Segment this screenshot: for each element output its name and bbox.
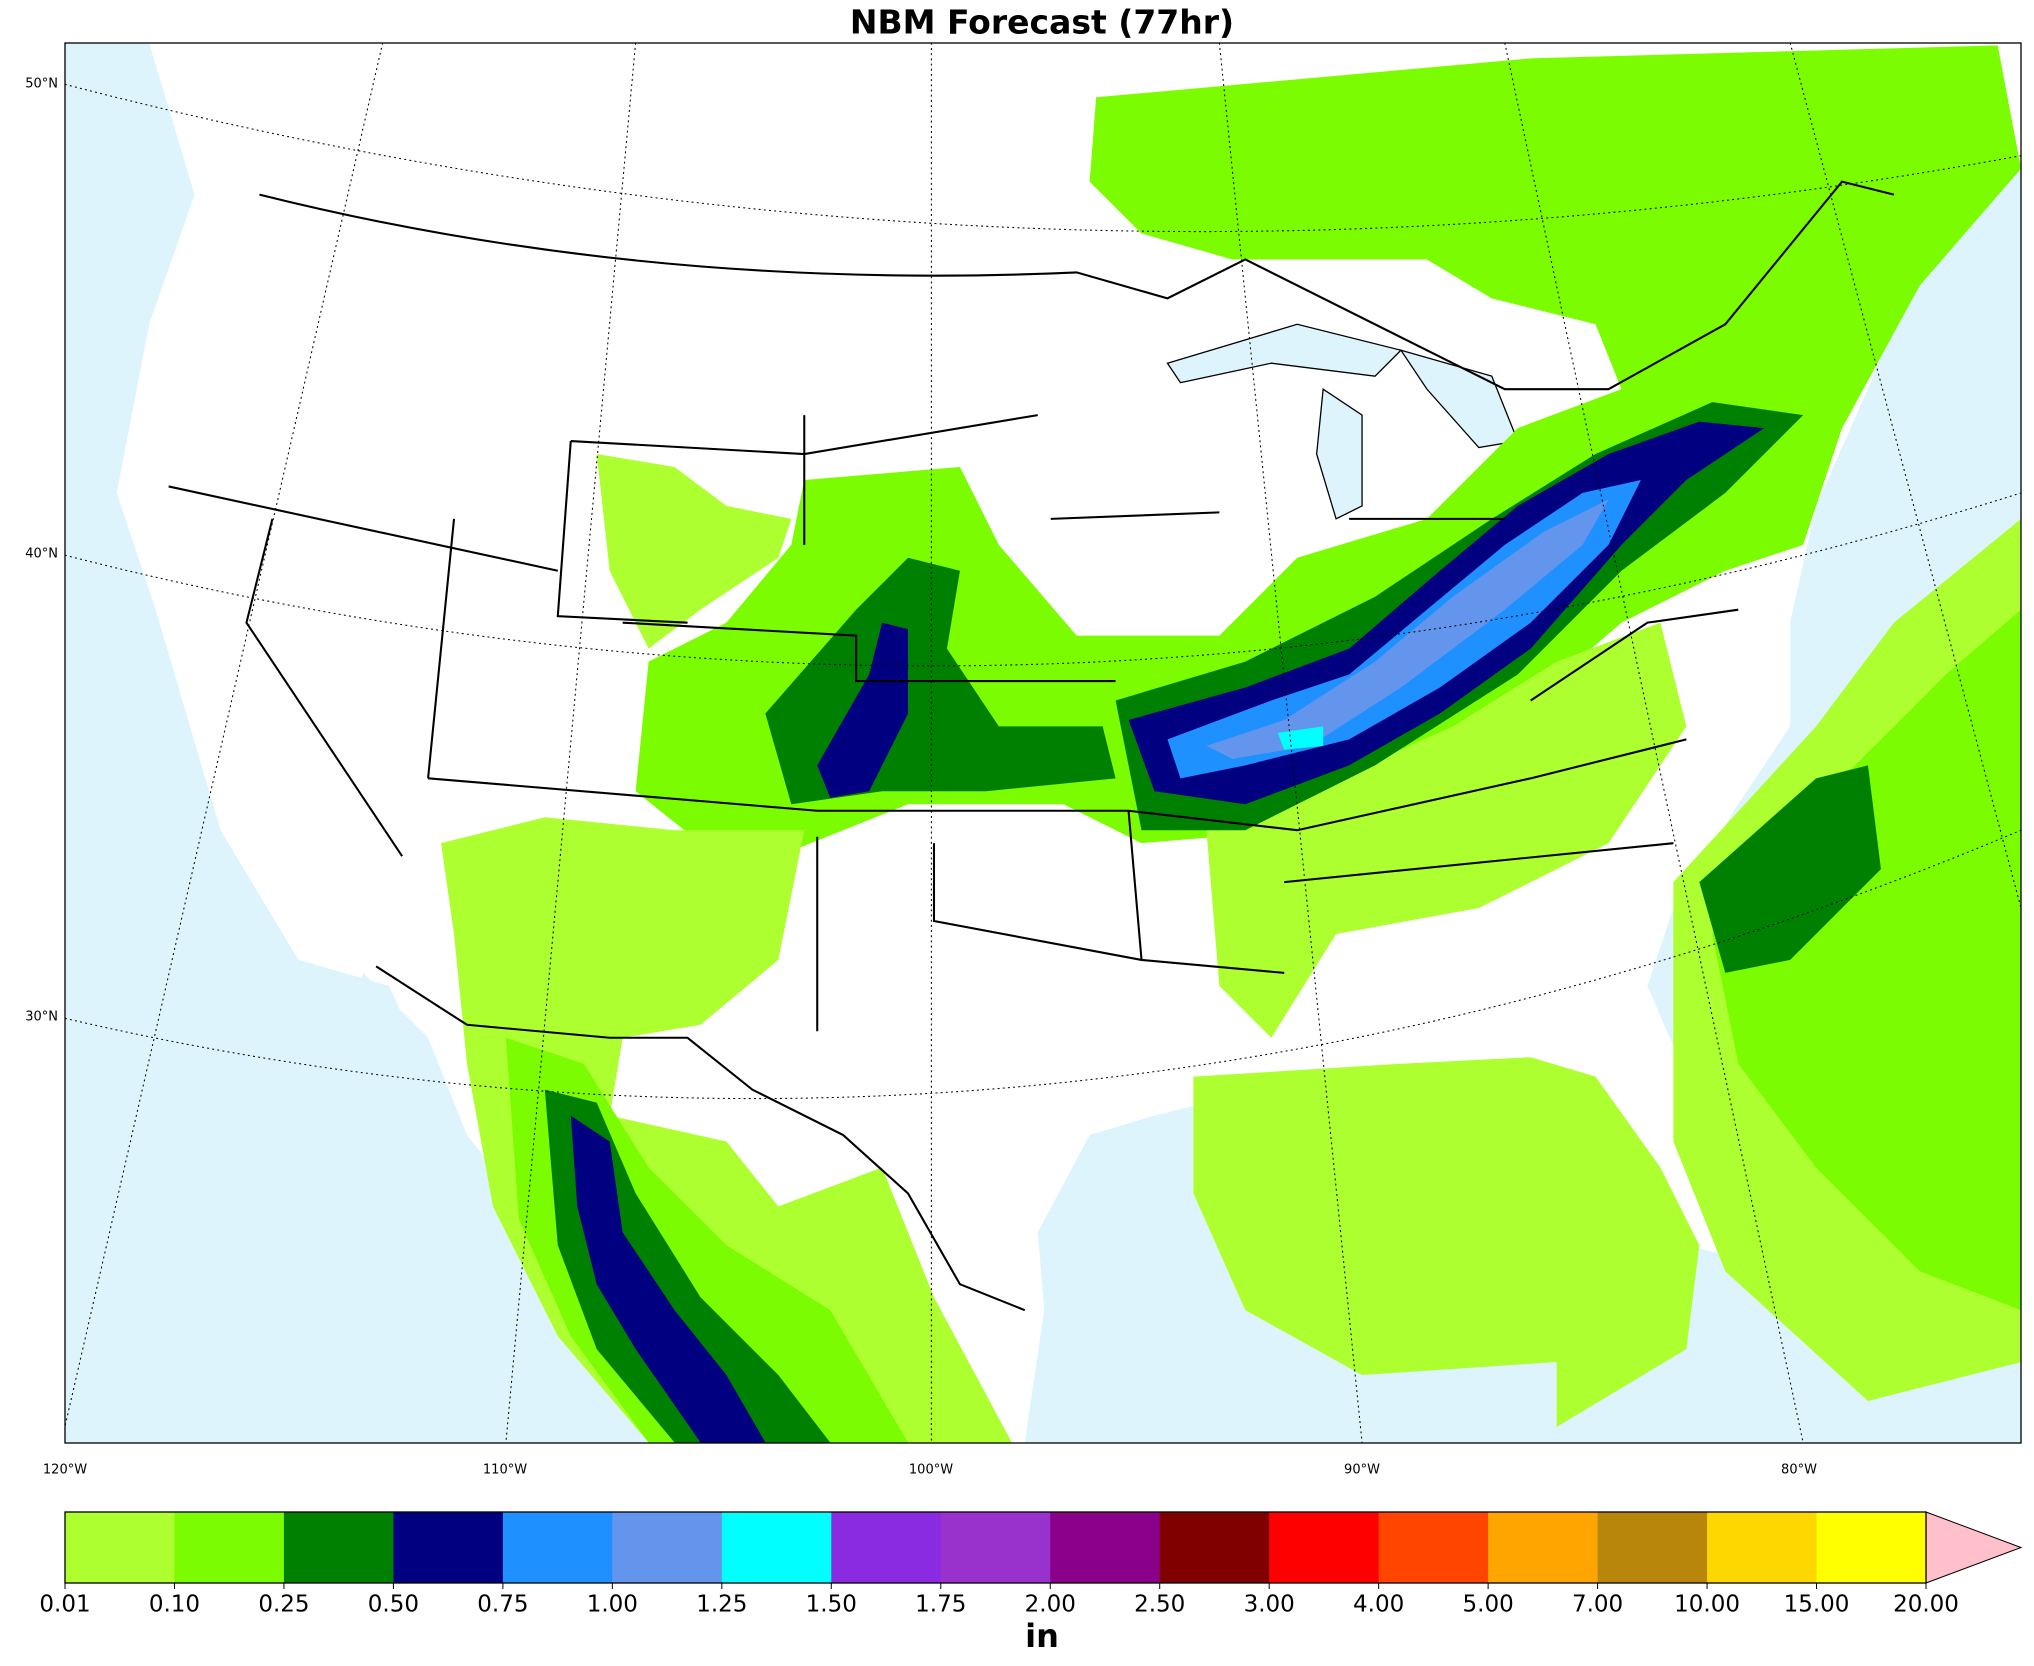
colorbar-bin	[174, 1512, 285, 1583]
colorbar-tick-label: 0.10	[149, 1592, 200, 1618]
colorbar-bin	[940, 1512, 1051, 1583]
colorbar-bin	[1707, 1512, 1818, 1583]
colorbar-tick-label: 5.00	[1463, 1592, 1514, 1618]
colorbar-tick-label: 15.00	[1784, 1592, 1850, 1618]
colorbar-tick-label: 0.01	[39, 1592, 90, 1618]
colorbar-bin	[1269, 1512, 1380, 1583]
colorbar-tick-label: 4.00	[1353, 1592, 1404, 1618]
graticule-labels: 50°N 40°N 30°N 120°W 110°W 100°W 90°W 80°W	[25, 77, 1817, 1478]
colorbar-tick-label: 20.00	[1893, 1592, 1959, 1618]
latitude-label: 40°N	[25, 547, 58, 562]
colorbar-tick-label: 1.00	[587, 1592, 638, 1618]
map-frame	[64, 42, 2022, 1444]
colorbar-tick-label: 7.00	[1572, 1592, 1623, 1618]
map	[65, 43, 2021, 1443]
colorbar-bin	[1050, 1512, 1161, 1583]
gulf-of-california	[350, 972, 519, 1298]
colorbar-bin	[502, 1512, 613, 1583]
colorbar-extension	[1925, 1511, 2023, 1584]
graticule	[65, 43, 2021, 1443]
colorbar-bin	[612, 1512, 723, 1583]
colorbar-bin	[831, 1512, 942, 1583]
latitude-label: 30°N	[25, 1010, 58, 1025]
longitude-label: 120°W	[43, 1463, 87, 1478]
colorbar: 0.01 0.10 0.25 0.50 0.75 1.00 1.25 1.50 1.75 2.00…	[39, 1511, 2023, 1618]
map-title: NBM Forecast (77hr)	[850, 3, 1234, 42]
colorbar-bin	[1816, 1512, 1927, 1583]
colorbar-outline	[64, 1511, 1927, 1584]
colorbar-tick-label: 2.50	[1134, 1592, 1185, 1618]
colorbar-bin	[393, 1512, 504, 1583]
colorbar-bin	[283, 1512, 394, 1583]
colorbar-tick-label: 10.00	[1674, 1592, 1740, 1618]
borders	[168, 180, 1895, 1312]
colorbar-bin	[1488, 1512, 1599, 1583]
colorbar-tick-label: 0.75	[477, 1592, 528, 1618]
colorbar-bin	[65, 1512, 175, 1583]
colorbar-bin	[1378, 1512, 1489, 1583]
colorbar-tick-label: 1.50	[806, 1592, 857, 1618]
longitude-label: 90°W	[1344, 1463, 1380, 1478]
colorbar-tick-label: 0.25	[258, 1592, 309, 1618]
colorbar-tick-label: 2.00	[1025, 1592, 1076, 1618]
colorbar-unit: in	[1025, 1617, 1059, 1655]
colorbar-tick-label: 1.25	[696, 1592, 747, 1618]
longitude-label: 110°W	[483, 1463, 527, 1478]
latitude-label: 50°N	[25, 77, 58, 92]
colorbar-tick-label: 1.75	[915, 1592, 966, 1618]
longitude-label: 100°W	[909, 1463, 953, 1478]
colorbar-bin	[1159, 1512, 1270, 1583]
longitude-label: 80°W	[1781, 1463, 1817, 1478]
colorbar-tick-label: 3.00	[1244, 1592, 1295, 1618]
colorbar-bin	[1597, 1512, 1708, 1583]
colorbar-bin	[721, 1512, 832, 1583]
colorbar-tick-label: 0.50	[368, 1592, 419, 1618]
